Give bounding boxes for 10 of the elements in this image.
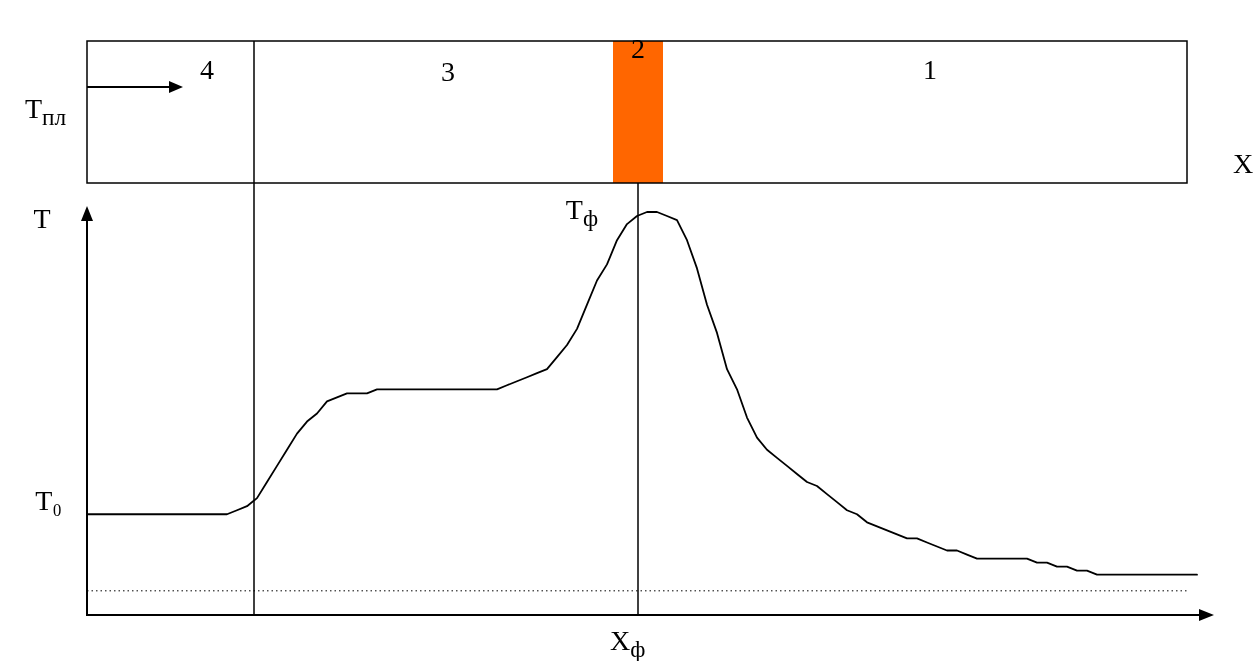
annotation: T$_{ф}$ (565, 194, 598, 231)
text: X$_{ф}$ (610, 625, 646, 661)
text: 2 (631, 33, 645, 64)
text: 3 (441, 56, 455, 87)
y-axis-title: T (33, 203, 51, 234)
text: T$_{пл}$ (25, 93, 67, 130)
text: 4 (200, 54, 214, 85)
text: T₀ (35, 485, 62, 517)
text: 1 (923, 54, 937, 85)
x-axis-title: X (1232, 148, 1254, 179)
